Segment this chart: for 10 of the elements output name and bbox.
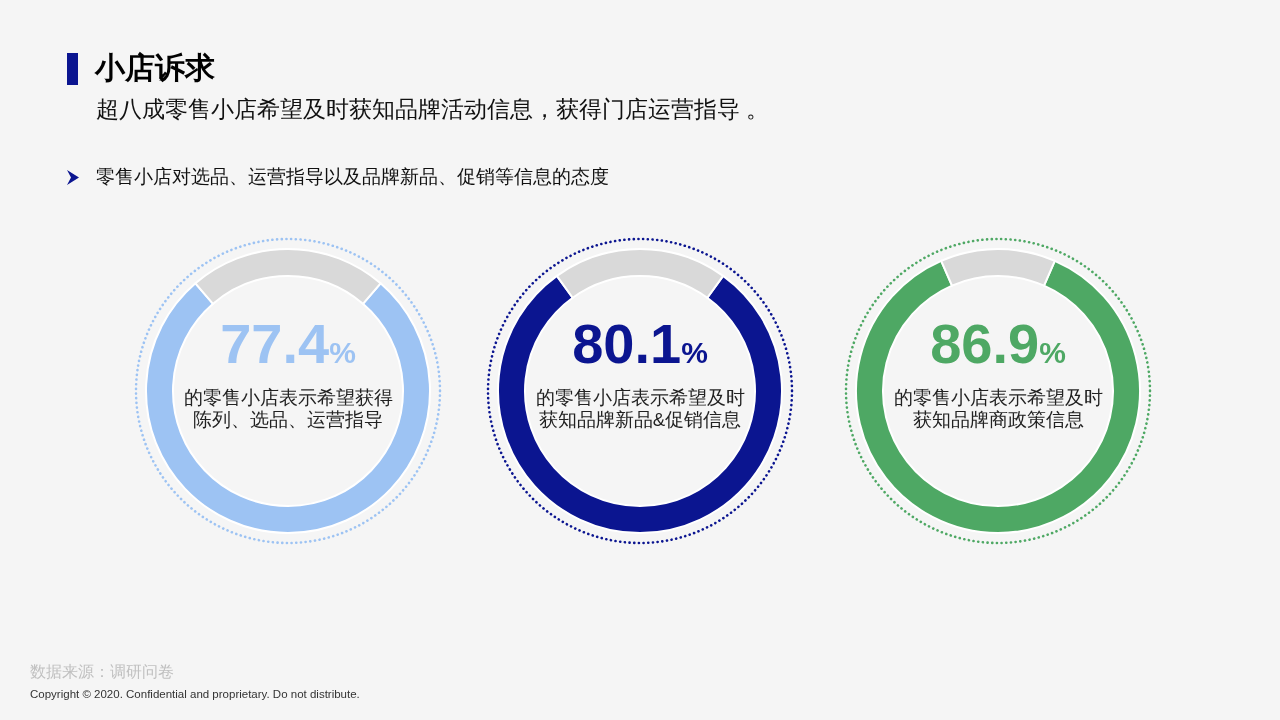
text: 零售小店对选品、运营指导以及品牌新品、促销等信息的态度 bbox=[96, 166, 609, 187]
text: 77.4% bbox=[220, 312, 356, 375]
text: 超八成零售小店希望及时获知品牌活动信息，获得门店运营指导 。 bbox=[96, 97, 770, 122]
text: 80.1% bbox=[572, 312, 708, 375]
text: 的零售小店表示希望及时获知品牌新品&促销信息 bbox=[535, 387, 745, 430]
text: 86.9% bbox=[930, 312, 1066, 375]
text: Copyright © 2020. Confidential and proprietary. Do not distribute. bbox=[30, 688, 360, 700]
text: 的零售小店表示希望获得陈列、选品、运营指导 bbox=[183, 387, 393, 430]
text: 小店诉求 bbox=[95, 51, 215, 84]
text: 的零售小店表示希望及时获知品牌商政策信息 bbox=[893, 387, 1103, 430]
